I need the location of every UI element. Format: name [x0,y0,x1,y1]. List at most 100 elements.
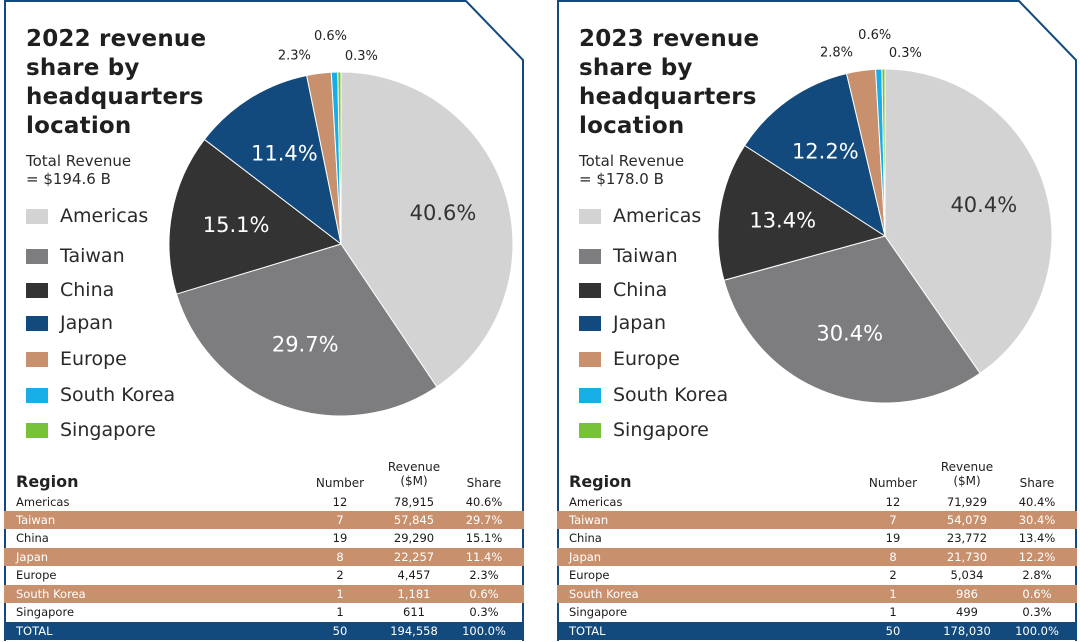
cell-number: 12 [885,495,901,509]
cell-number: 12 [332,495,348,509]
cell-region: Europe [569,568,610,582]
legend-item-americas: Americas [579,204,759,228]
legend-swatch [26,388,48,403]
total-revenue: Total Revenue = $194.6 B [26,152,186,188]
header-region: Region [16,472,79,491]
pie-label-china: 13.4% [749,208,816,232]
legend-item-singapore: Singapore [26,418,206,442]
pie-slice-americas [884,68,1053,374]
cell-share: 11.4% [465,550,503,564]
legend-label: Singapore [613,419,709,441]
cell-share: 40.4% [1018,495,1056,509]
cell-share: 0.3% [469,605,499,619]
legend-label: Singapore [60,419,156,441]
legend-label: Japan [613,312,666,334]
pie-slice-taiwan [175,243,438,417]
table-row: Japan 8 22,257 11.4% [4,548,524,566]
cell-number: 19 [885,531,901,545]
legend-item-china: China [579,278,759,302]
cell-revenue: 71,929 [946,495,988,509]
pie-label-taiwan: 29.7% [272,332,339,356]
legend-label: Taiwan [60,245,125,267]
header-revenue: Revenue ($M) [379,460,449,488]
cell-number: 2 [336,568,344,582]
table-row: Taiwan 7 54,079 30.4% [557,511,1077,529]
cell-share: 29.7% [465,513,503,527]
legend-item-europe: Europe [26,347,206,371]
cell-revenue: 1,181 [397,587,431,601]
table-row: Europe 2 5,034 2.8% [557,566,1077,584]
pie-slice-americas [340,71,514,388]
legend-swatch [26,423,48,438]
cell-revenue: 986 [956,587,978,601]
cell-share: 100.0% [462,624,506,638]
cell-revenue: 611 [403,605,425,619]
cell-region: TOTAL [16,624,53,638]
legend-swatch [26,283,48,298]
legend-swatch [579,316,601,331]
table-total-row: TOTAL 50 178,030 100.0% [557,622,1077,640]
legend-item-singapore: Singapore [579,418,759,442]
pie-label-south-korea: 0.6% [314,29,347,44]
cell-region: China [569,531,602,545]
legend-swatch [26,316,48,331]
chart-panel-2023: 2023 revenue share by headquarters locat… [557,0,1077,642]
cell-share: 30.4% [1018,513,1056,527]
legend-label: Japan [60,312,113,334]
legend-label: Americas [60,205,149,227]
cell-number: 7 [889,513,897,527]
cell-number: 8 [336,550,344,564]
cell-region: China [16,531,49,545]
legend-item-americas: Americas [26,204,206,228]
total-revenue-label: Total Revenue [26,152,132,170]
cell-number: 8 [889,550,897,564]
cell-number: 7 [336,513,344,527]
legend-item-europe: Europe [579,347,759,371]
cell-region: TOTAL [569,624,606,638]
table-row: China 19 23,772 13.4% [557,529,1077,547]
pie-chart: 40.4% 30.4% 13.4% 12.2% 2.8% 0.6% 0.3% [717,28,1053,404]
table-row: Japan 8 21,730 12.2% [557,548,1077,566]
cell-revenue: 21,730 [946,550,988,564]
cell-region: South Korea [569,587,639,601]
pie-slice-singapore [337,71,342,245]
legend-label: South Korea [60,384,176,406]
cell-number: 19 [332,531,348,545]
cell-share: 15.1% [465,531,503,545]
table-row: Taiwan 7 57,845 29.7% [4,511,524,529]
cell-region: South Korea [16,587,86,601]
cell-number: 1 [336,605,344,619]
total-revenue-label: Total Revenue [579,152,685,170]
cell-number: 1 [336,587,344,601]
pie-label-singapore: 0.3% [889,46,922,61]
legend-swatch [26,249,48,264]
legend-item-taiwan: Taiwan [26,244,206,268]
legend-label: China [613,279,668,301]
header-revenue-line2: ($M) [953,474,981,488]
pie-chart: 40.6% 29.7% 15.1% 11.4% 2.3%0.6% 0.3% [168,29,514,417]
pie-label-south-korea: 0.6% [858,28,891,43]
pie-label-americas: 40.4% [950,193,1017,217]
chart-title: 2022 revenue share by headquarters locat… [26,26,207,139]
cell-region: Taiwan [569,513,609,527]
pie-label-americas: 40.6% [410,201,477,225]
legend-label: Americas [613,205,702,227]
pie-label-singapore: 0.3% [345,49,378,64]
table-row: Singapore 1 611 0.3% [4,603,524,621]
header-revenue: Revenue ($M) [932,460,1002,488]
legend-swatch [26,209,48,224]
cell-share: 0.6% [1022,587,1052,601]
panel-frame [4,0,524,641]
panel-frame [557,0,1077,641]
pie-label-taiwan: 30.4% [816,321,883,345]
pie-label-china: 15.1% [203,213,270,237]
cell-number: 50 [332,624,348,638]
total-revenue: Total Revenue = $178.0 B [579,152,739,188]
cell-number: 1 [889,605,897,619]
pie-label-europe: 2.3% [278,48,311,63]
cell-share: 0.6% [469,587,499,601]
cell-number: 2 [889,568,897,582]
revenue-table: Region Number Revenue ($M) Share America… [557,455,1077,641]
legend-label: Taiwan [613,245,678,267]
pie-slice-singapore [881,68,886,237]
